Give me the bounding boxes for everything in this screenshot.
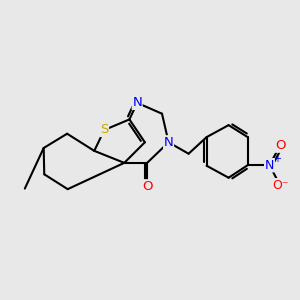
- Text: N: N: [164, 136, 173, 149]
- Text: O⁻: O⁻: [272, 179, 288, 192]
- Text: +: +: [274, 154, 281, 164]
- Text: N: N: [265, 159, 274, 172]
- Text: S: S: [100, 124, 109, 136]
- Text: O: O: [142, 180, 152, 193]
- Text: N: N: [132, 96, 142, 109]
- Text: N: N: [265, 159, 274, 172]
- Text: O: O: [275, 139, 285, 152]
